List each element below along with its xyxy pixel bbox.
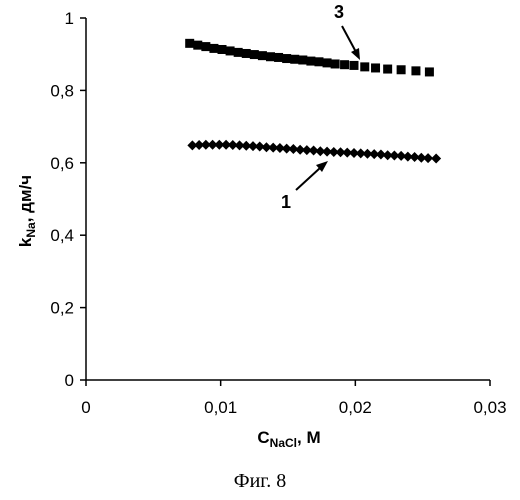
series-3-point <box>360 62 369 71</box>
series-3-point <box>201 42 210 51</box>
series-3-point <box>274 53 283 62</box>
series-3-arrow-head <box>351 48 360 60</box>
series-3-point <box>242 49 251 58</box>
series-3-point <box>218 45 227 54</box>
series-1-annotation: 1 <box>281 161 328 212</box>
series-1-arrow-line <box>296 168 320 190</box>
y-tick-label: 0,6 <box>50 154 74 173</box>
y-tick-label: 0 <box>65 371 74 390</box>
series-3-point <box>266 52 275 61</box>
series-3-point <box>209 44 218 53</box>
y-tick-label: 0,4 <box>50 226 74 245</box>
series-3-point <box>314 57 323 66</box>
y-tick-label: 1 <box>65 9 74 28</box>
series-3-point <box>234 48 243 57</box>
series-3-point <box>258 51 267 60</box>
y-axis-title: kNa, дм/ч <box>16 175 38 247</box>
series-3-point <box>250 50 259 59</box>
series-3-arrow-line <box>342 26 356 52</box>
x-tick-label: 0 <box>81 398 90 417</box>
x-tick-label: 0,01 <box>204 398 237 417</box>
series-1-point <box>431 153 441 163</box>
series-1-label: 1 <box>281 192 291 212</box>
series-3-label: 3 <box>334 2 344 22</box>
series-3-point <box>193 41 202 50</box>
series-3-point <box>425 67 434 76</box>
series-3-point <box>349 61 358 70</box>
y-tick-label: 0,8 <box>50 81 74 100</box>
series-3-point <box>323 58 332 67</box>
series-3-point <box>282 54 291 63</box>
series-3-point <box>226 46 235 55</box>
series-3-point <box>371 63 380 72</box>
series-3-point <box>397 65 406 74</box>
figure-caption: Фиг. 8 <box>234 470 286 492</box>
series-3-point <box>411 66 420 75</box>
y-tick-label: 0,2 <box>50 299 74 318</box>
x-tick-label: 0,03 <box>473 398 506 417</box>
series-3-point <box>298 55 307 64</box>
series-3-point <box>185 39 194 48</box>
series-3-annotation: 3 <box>334 2 360 60</box>
series-3-point <box>290 55 299 64</box>
x-axis-title: CNaCl, М <box>257 428 320 450</box>
plot-area: 0 0,2 0,4 0,6 0,8 1 0 0,01 0,02 0,03 <box>50 9 506 417</box>
x-tick-label: 0,02 <box>339 398 372 417</box>
series-3-point <box>331 59 340 68</box>
series-3-point <box>383 65 392 74</box>
series-3-point <box>306 57 315 66</box>
series-3-point <box>340 60 349 69</box>
